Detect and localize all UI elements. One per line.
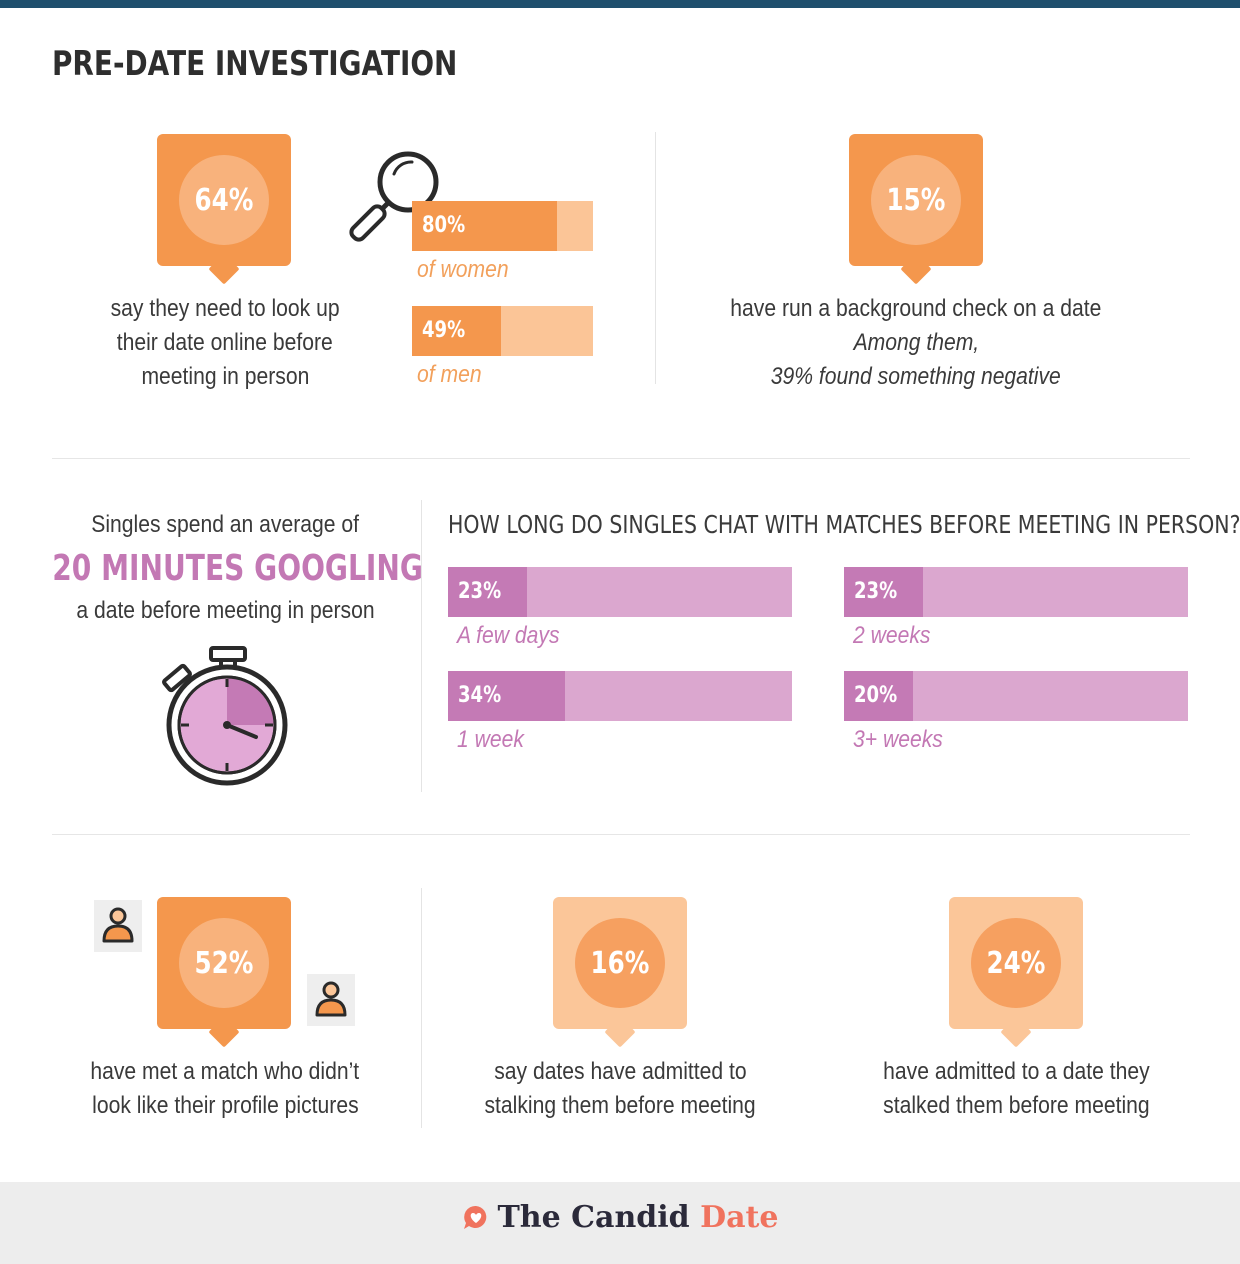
women-bar-label: 80% <box>422 213 466 238</box>
top-accent-bar <box>0 0 1240 8</box>
google-highlight: 20 MINUTES GOOGLING <box>52 548 423 589</box>
chat-bar-label: 34% <box>458 683 502 708</box>
page-title: PRE-DATE INVESTIGATION <box>52 44 458 84</box>
chat-bar-caption: 3+ weeks <box>853 726 943 753</box>
chat-bar-label: 20% <box>854 683 898 708</box>
stalked-by-description: say dates have admitted to stalking them… <box>484 1058 756 1119</box>
chat-bar-label: 23% <box>854 579 898 604</box>
men-bar: 49% <box>412 306 593 356</box>
heart-chat-icon <box>464 1205 487 1229</box>
chat-bar-caption: A few days <box>457 622 560 649</box>
chat-bar-few-days: 23% <box>448 567 792 617</box>
mismatch-description: have met a match who didn’t look like th… <box>90 1058 360 1119</box>
chat-bar-caption: 1 week <box>457 726 524 753</box>
google-line-1: Singles spend an average of <box>91 511 359 538</box>
person-icon <box>94 900 142 952</box>
background-stat-box: 15% <box>849 134 983 285</box>
chat-bar-2-weeks: 23% <box>844 567 1188 617</box>
women-bar: 80% <box>412 201 593 251</box>
divider <box>52 834 1190 835</box>
divider <box>421 500 422 792</box>
stalker-stat-value: 24% <box>986 945 1046 981</box>
magnifier-icon <box>349 151 439 242</box>
divider <box>52 458 1190 459</box>
women-caption: of women <box>417 256 509 283</box>
lookup-stat-box: 64% <box>157 134 291 285</box>
men-caption: of men <box>417 361 482 388</box>
chat-bar-caption: 2 weeks <box>853 622 931 649</box>
brand-accent: Date <box>700 1200 779 1235</box>
background-description: have run a background check on a date Am… <box>730 295 1102 390</box>
chat-bar-label: 23% <box>458 579 502 604</box>
stopwatch-icon <box>162 646 288 786</box>
stalked-by-stat-box: 16% <box>553 897 687 1048</box>
mismatch-stat-box: 52% <box>157 897 291 1048</box>
chat-heading: HOW LONG DO SINGLES CHAT WITH MATCHES BE… <box>448 510 1240 539</box>
brand-name: The Candid <box>497 1200 690 1235</box>
person-icon <box>307 974 355 1026</box>
stalked-by-stat-value: 16% <box>590 945 650 981</box>
google-line-2: a date before meeting in person <box>75 597 375 624</box>
lookup-stat-value: 64% <box>194 182 254 218</box>
divider <box>421 888 422 1128</box>
brand-logo[interactable]: The Candid Date <box>0 1200 1240 1235</box>
chat-bar-1-week: 34% <box>448 671 792 721</box>
stalker-stat-box: 24% <box>949 897 1083 1048</box>
stalker-description: have admitted to a date they stalked the… <box>882 1058 1150 1119</box>
men-bar-label: 49% <box>422 318 466 343</box>
chat-bar-3-weeks: 20% <box>844 671 1188 721</box>
divider <box>655 132 656 384</box>
mismatch-stat-value: 52% <box>194 945 254 981</box>
background-stat-value: 15% <box>886 182 946 218</box>
lookup-description: say they need to look up their date onli… <box>110 295 340 390</box>
footer <box>0 1182 1240 1264</box>
